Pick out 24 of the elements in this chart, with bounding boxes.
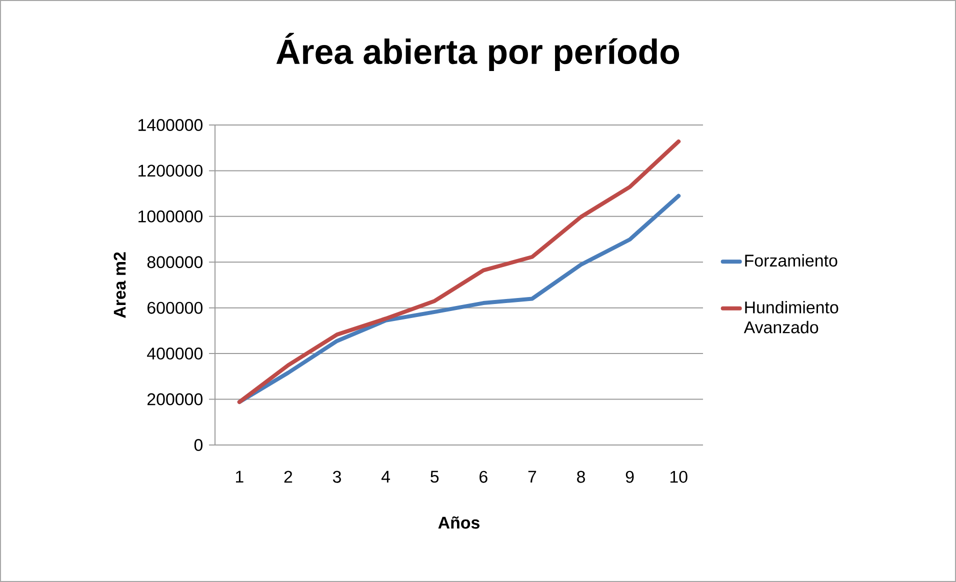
- y-tick-label: 0: [194, 438, 203, 451]
- line-series: [237, 139, 681, 404]
- y-tick-label: 200000: [148, 393, 202, 406]
- x-tick-label: 10: [670, 470, 688, 483]
- chart-title: Área abierta por período: [276, 32, 680, 72]
- x-tick-label: 4: [381, 470, 390, 482]
- x-tick-label: 7: [528, 470, 536, 482]
- legend-label: Forzamiento: [745, 254, 838, 267]
- x-tick-label: 6: [480, 470, 488, 483]
- x-tick-label: 9: [626, 470, 634, 483]
- y-tick-label: 1000000: [138, 210, 202, 222]
- x-tick-label: 3: [332, 470, 341, 483]
- y-tick-label: 1400000: [138, 118, 202, 131]
- y-axis-title: Area m2: [114, 252, 126, 318]
- y-tick-label: 400000: [147, 348, 202, 360]
- y-tick-label: 600000: [148, 302, 202, 314]
- x-axis-title: Años: [438, 516, 480, 529]
- x-tick-label: 1: [236, 470, 244, 482]
- y-tick-label: 1200000: [138, 164, 202, 177]
- x-tick-label: 8: [577, 470, 585, 483]
- x-tick-label: 5: [430, 470, 439, 483]
- y-tick-label: 800000: [147, 256, 202, 268]
- x-tick-label: 2: [284, 470, 292, 483]
- legend-label: Hundimiento Avanzado: [744, 300, 838, 334]
